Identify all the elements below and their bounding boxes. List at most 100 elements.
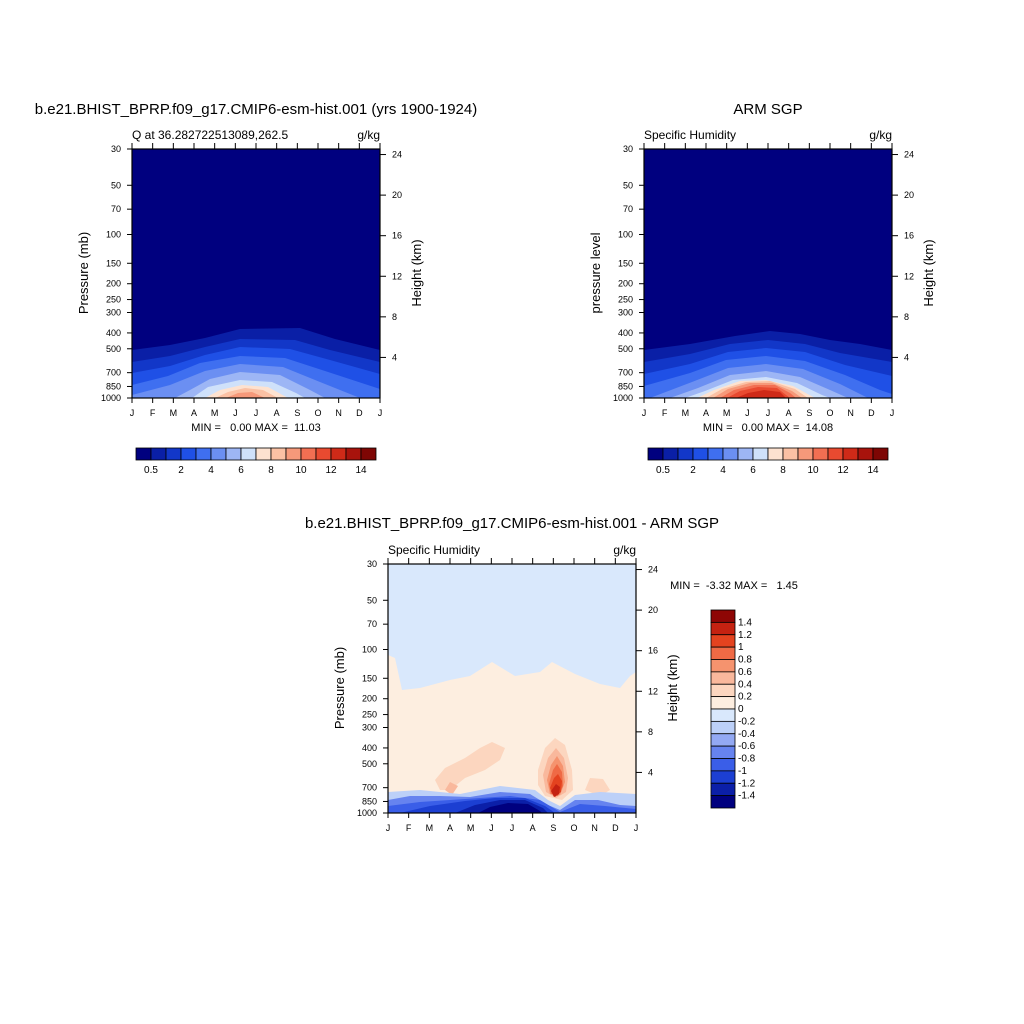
panel-obs-units-label: g/kg — [869, 128, 892, 142]
x-tick-label: D — [868, 408, 875, 418]
x-tick-label: F — [406, 823, 412, 833]
y2-tick-label: 12 — [904, 271, 914, 281]
y-tick-label: 100 — [362, 644, 377, 654]
colorbar-swatch — [255, 447, 272, 461]
colorbar-model: 0.5 2 4 6 8 10 12 14 — [135, 447, 377, 476]
colorbar-swatch — [225, 447, 242, 461]
y-tick-label: 100 — [618, 229, 633, 239]
y-tick-label: 400 — [362, 743, 377, 753]
x-tick-label: F — [150, 408, 156, 418]
colorbar-label: 14 — [867, 465, 879, 476]
colorbar-swatch — [767, 447, 784, 461]
x-tick-label: J — [130, 408, 135, 418]
colorbar-swatch — [710, 782, 736, 797]
panel-model: b.e21.BHIST_BPRP.f09_g17.CMIP6-esm-hist.… — [35, 101, 477, 434]
colorbar-label: 10 — [807, 465, 819, 476]
x-tick-label: A — [530, 823, 536, 833]
colorbar-swatch — [827, 447, 844, 461]
y2-tick-label: 4 — [648, 767, 653, 777]
y-tick-label: 100 — [106, 229, 121, 239]
colorbar-swatch — [677, 447, 694, 461]
colorbar-label: 1 — [738, 642, 744, 653]
y-tick-label: 500 — [106, 344, 121, 354]
x-tick-label: J — [745, 408, 750, 418]
colorbar-swatch — [710, 758, 736, 772]
colorbar-swatch — [722, 447, 739, 461]
y-tick-label: 1000 — [101, 393, 121, 403]
y-tick-label: 850 — [618, 381, 633, 391]
colorbar-label: -1.4 — [738, 791, 756, 802]
y2-tick-label: 20 — [648, 605, 658, 615]
colorbar-obs: 0.5 2 4 6 8 10 12 14 — [647, 447, 889, 476]
x-tick-label: J — [233, 408, 238, 418]
x-tick-label: J — [254, 408, 259, 418]
colorbar-label: 4 — [720, 465, 726, 476]
y2-tick-label: 8 — [648, 727, 653, 737]
colorbar-swatch — [710, 745, 736, 759]
y2-tick-label: 16 — [648, 646, 658, 656]
colorbar-swatch — [270, 447, 287, 461]
panel-obs-y2-label: Height (km) — [921, 239, 936, 306]
colorbar-swatch — [135, 447, 152, 461]
colorbar-swatch — [710, 646, 736, 660]
y-tick-label: 300 — [106, 308, 121, 318]
y-tick-label: 700 — [362, 783, 377, 793]
y-tick-label: 50 — [623, 180, 633, 190]
y-tick-label: 400 — [106, 328, 121, 338]
x-tick-label: J — [378, 408, 383, 418]
y2-tick-label: 4 — [904, 352, 909, 362]
x-tick-label: D — [612, 823, 619, 833]
colorbar-swatch — [315, 447, 332, 461]
y-tick-label: 500 — [618, 344, 633, 354]
x-tick-label: J — [510, 823, 515, 833]
colorbar-label: 2 — [690, 465, 696, 476]
y-tick-label: 400 — [618, 328, 633, 338]
colorbar-swatch — [647, 447, 664, 461]
panel-model-field — [132, 149, 380, 398]
x-tick-label: N — [335, 408, 342, 418]
y-tick-label: 250 — [618, 295, 633, 305]
colorbar-label: 14 — [355, 465, 367, 476]
colorbar-swatch — [782, 447, 799, 461]
y-tick-label: 250 — [362, 710, 377, 720]
x-tick-label: S — [806, 408, 812, 418]
x-tick-label: A — [786, 408, 792, 418]
panel-obs-field — [644, 149, 892, 398]
x-tick-label: A — [274, 408, 280, 418]
colorbar-label: 0.5 — [656, 465, 670, 476]
panel-diff-axes: J F M A M J J A S O N D J 30 50 70 100 150 200 250 300 400 500… — [357, 558, 658, 833]
panel-diff-minmax: MIN = -3.32 MAX = 1.45 — [670, 580, 798, 592]
y-tick-label: 200 — [618, 279, 633, 289]
y2-tick-label: 20 — [904, 190, 914, 200]
y-tick-label: 850 — [362, 796, 377, 806]
y-tick-label: 30 — [111, 144, 121, 154]
y-tick-label: 70 — [111, 204, 121, 214]
colorbar-label: 0.5 — [144, 465, 158, 476]
panel-model-y2-label: Height (km) — [409, 239, 424, 306]
x-tick-label: S — [550, 823, 556, 833]
colorbar-swatch — [710, 708, 736, 722]
y-tick-label: 30 — [623, 144, 633, 154]
panel-diff-variable-label: Specific Humidity — [388, 543, 480, 557]
panel-model-units-label: g/kg — [357, 128, 380, 142]
y2-tick-label: 16 — [392, 231, 402, 241]
x-tick-label: M — [170, 408, 178, 418]
colorbar-swatch — [195, 447, 212, 461]
colorbar-diff: 1.41.210.80.60.40.20-0.2-0.4-0.6-0.8-1-1… — [710, 609, 756, 809]
colorbar-swatch — [692, 447, 709, 461]
colorbar-swatch — [737, 447, 754, 461]
colorbar-label: 1.4 — [738, 617, 752, 628]
x-tick-label: J — [642, 408, 647, 418]
y2-tick-label: 24 — [904, 150, 914, 160]
y-tick-label: 700 — [618, 368, 633, 378]
colorbar-swatch — [710, 720, 736, 735]
colorbar-swatch — [150, 447, 167, 461]
x-tick-label: F — [662, 408, 668, 418]
x-tick-label: A — [191, 408, 197, 418]
x-tick-label: M — [723, 408, 731, 418]
x-tick-label: A — [447, 823, 453, 833]
y-tick-label: 1000 — [613, 393, 633, 403]
colorbar-swatch — [300, 447, 317, 461]
y-tick-label: 300 — [362, 723, 377, 733]
colorbar-swatch — [210, 447, 227, 461]
